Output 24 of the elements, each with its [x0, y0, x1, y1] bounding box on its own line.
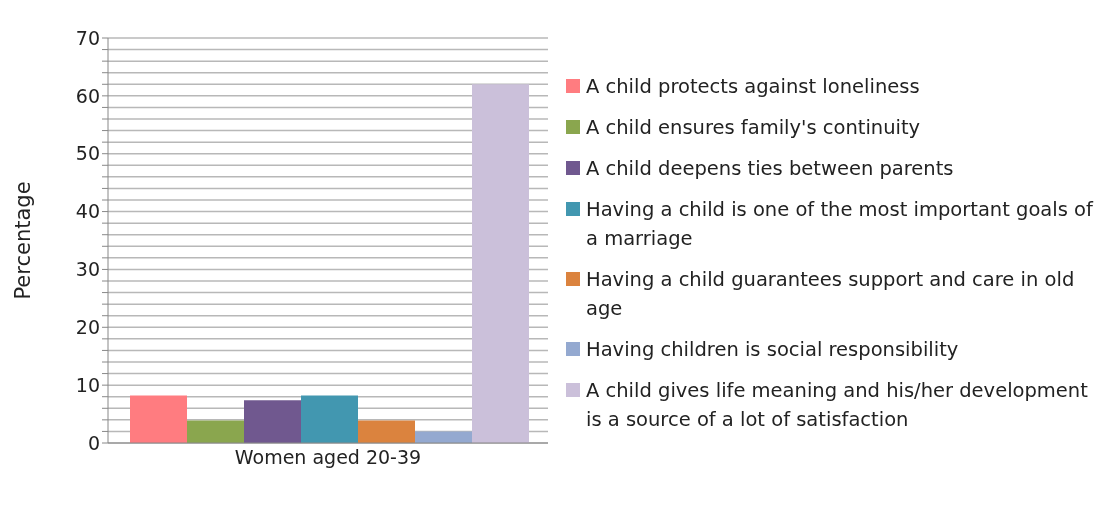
bar: [187, 420, 244, 443]
legend-label: A child protects against loneliness: [586, 74, 920, 100]
y-tick-label: 10: [75, 373, 100, 396]
y-tick-label: 60: [75, 84, 100, 107]
y-tick-label: 50: [75, 142, 100, 165]
legend-label: Having a child is one of the most important goals of a marriage: [586, 197, 1093, 252]
y-tick-label: 70: [75, 26, 100, 49]
y-tick-label: 20: [75, 316, 100, 339]
legend-label: Having children is social responsibility: [586, 337, 959, 363]
bar: [130, 395, 187, 443]
y-tick-label: 40: [75, 200, 100, 223]
legend-label: A child ensures family's continuity: [586, 115, 921, 141]
legend-label: Having a child guarantees support and care in old age: [586, 267, 1076, 322]
bar: [301, 395, 358, 443]
bar: [358, 420, 415, 443]
legend-label: A child gives life meaning and his/her development is a source of a lot of satisfaction: [586, 378, 1089, 433]
bar: [472, 84, 529, 443]
legend-label: A child deepens ties between parents: [586, 156, 954, 182]
bar: [244, 400, 301, 443]
y-tick-label: 0: [87, 431, 100, 454]
bar: [415, 431, 472, 443]
y-axis-title: Percentage: [11, 181, 36, 300]
x-tick-label: Women aged 20-39: [234, 446, 422, 469]
y-tick-label: 30: [75, 258, 100, 281]
